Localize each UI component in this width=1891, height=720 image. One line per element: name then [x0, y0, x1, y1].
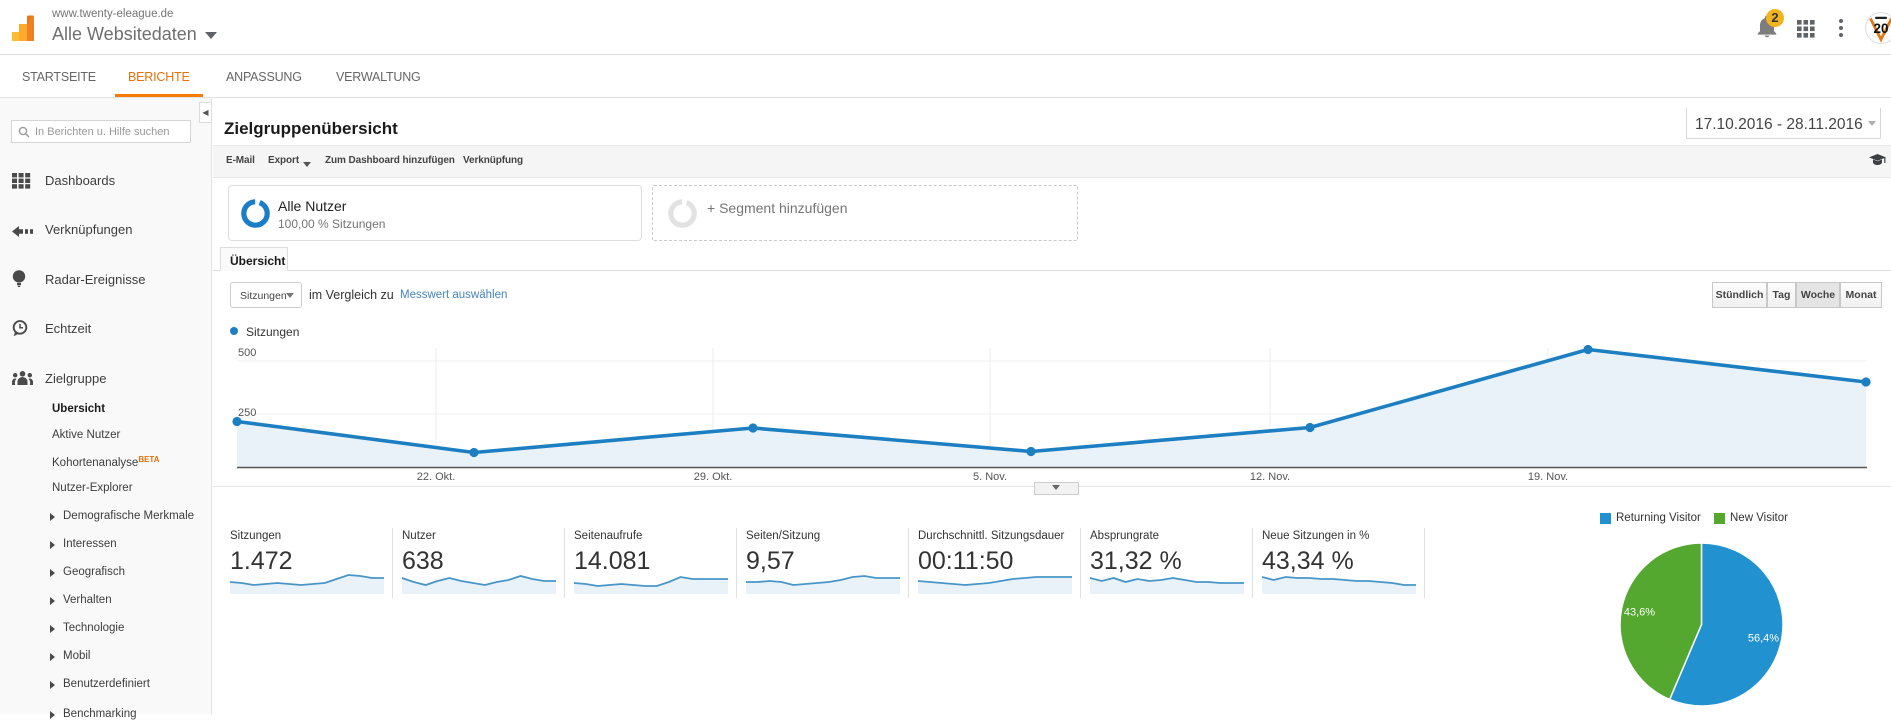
- svg-text:56,4%: 56,4%: [1747, 632, 1778, 644]
- svg-text:20: 20: [1873, 21, 1888, 36]
- svg-text:43,6%: 43,6%: [1623, 606, 1654, 618]
